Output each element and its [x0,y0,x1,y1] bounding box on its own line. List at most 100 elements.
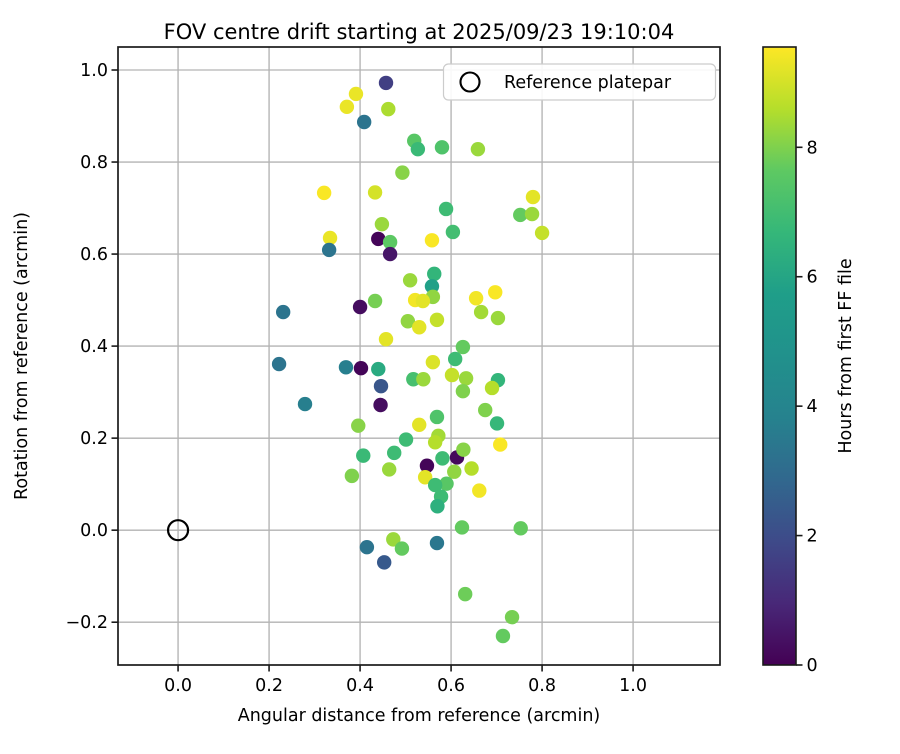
scatter-point [381,101,396,117]
scatter-point [513,207,528,223]
axis-ticks: 0.0 0.2 0.4 0.6 0.8 1.0 1.0 0.8 0.6 0.4 0.2 0.0 −0.2 [66,61,648,696]
colorbar-tick-label: 0 [807,656,818,676]
scatter-point [275,304,291,320]
axes-frame [117,46,721,666]
scatter-point [484,380,500,396]
scatter-point [427,266,442,282]
reference-marker-layer [166,519,190,542]
scatter-point [271,356,287,372]
scatter-point [374,216,390,232]
scatter-point [356,448,371,463]
scatter-point [351,418,366,433]
scatter-point [455,339,471,355]
x-tick-label: 0.8 [528,676,556,696]
scatter-point [371,231,386,247]
scatter-point [438,201,454,217]
scatter-point [434,140,450,155]
scatter-point [387,445,402,461]
scatter-point [513,521,528,536]
scatter-point [415,293,431,309]
scatter-point [427,477,443,493]
scatter-point [322,230,338,246]
scatter-point [445,224,461,240]
scatter-point [424,233,440,248]
scatter-point [386,532,401,547]
colorbar-tick-label: 8 [807,138,818,158]
scatter-point [464,461,479,476]
scatter-point [373,397,388,413]
scatter-point [394,541,410,556]
scatter-point [495,628,511,644]
scatter-point [525,189,541,205]
scatter-point [412,320,427,335]
scatter-point [430,499,445,514]
colorbar: 0 2 4 6 8 Hours from first FF file [762,46,856,676]
plot-title: FOV centre drift starting at 2025/09/23 … [164,20,675,44]
scatter-point [382,234,398,250]
x-axis-label: Angular distance from reference (arcmin) [238,706,601,726]
colorbar-tick-label: 2 [807,527,818,547]
y-tick-label: 0.6 [80,245,108,265]
scatter-point [457,586,473,602]
scatter-point [348,86,364,102]
scatter-point [416,372,431,387]
scatter-point [378,75,394,91]
scatter-point [406,372,421,387]
grid-lines [118,47,720,665]
scatter-point [410,141,426,157]
scatter-point [429,409,445,425]
scatter-point [472,483,487,498]
y-tick-label: 0.2 [80,429,108,449]
scatter-point [488,285,503,300]
scatter-point [444,367,460,383]
scatter-point [297,396,313,412]
scatter-point [381,462,397,477]
x-tick-label: 0.6 [437,676,465,696]
scatter-point [378,332,394,347]
colorbar-tick-label: 4 [807,397,818,417]
scatter-point [417,470,433,485]
colorbar-tick-label: 6 [807,268,818,288]
legend: Reference platepar [442,63,717,101]
scatter-point [439,476,454,491]
reference-platepar-marker [166,519,190,542]
scatter-point [435,451,450,466]
scatter-point [473,304,489,320]
scatter-point [339,99,355,115]
y-tick-label: 1.0 [80,61,108,81]
scatter-point [373,378,389,394]
y-tick-label: 0.0 [80,521,108,541]
scatter-point [504,609,520,625]
y-axis-label: Rotation from reference (arcmin) [12,212,32,500]
scatter-point [429,535,445,551]
scatter-point [400,314,416,329]
legend-reference-circle-icon [459,71,481,93]
scatter-point [468,291,484,306]
scatter-point [447,351,463,367]
y-tick-label: 0.8 [80,153,108,173]
scatter-point [356,114,372,130]
scatter-point [352,299,368,315]
scatter-point [419,458,435,473]
scatter-point [424,279,440,294]
scatter-point [321,242,337,258]
scatter-point [316,185,332,201]
scatter-point [367,293,383,309]
scatter-point [490,310,506,326]
scatter-point [395,165,410,180]
scatter-point [359,539,375,555]
scatter-point [429,312,445,328]
legend-box [442,63,717,101]
scatter-point [382,246,398,262]
colorbar-label: Hours from first FF file [836,258,856,453]
x-tick-label: 1.0 [619,676,647,696]
legend-label: Reference platepar [504,73,672,93]
scatter-point [447,464,462,479]
scatter-points [271,75,550,644]
scatter-point [402,273,418,288]
scatter-point [524,206,540,222]
scatter-point [493,437,508,452]
scatter-point [470,141,486,157]
